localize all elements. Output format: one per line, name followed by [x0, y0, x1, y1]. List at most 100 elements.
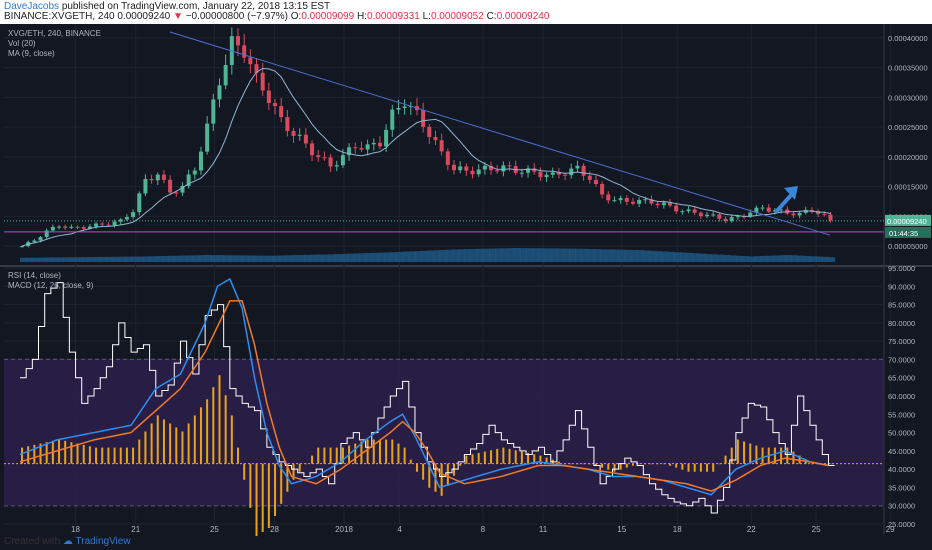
- indicator-lines: [19, 277, 835, 514]
- histogram-bar: [539, 455, 542, 464]
- author-link[interactable]: DaveJacobs: [4, 1, 60, 12]
- volume-bar: [482, 248, 490, 262]
- histogram-bar: [625, 463, 628, 468]
- volume-bar: [328, 254, 336, 262]
- histogram-bar: [212, 387, 215, 464]
- chart-canvas[interactable]: 0.00040000 0.00035000 0.00030000 0.00025000…: [0, 24, 932, 550]
- volume-bar: [198, 255, 206, 262]
- candle-body: [279, 106, 284, 118]
- volume-bar: [538, 248, 546, 262]
- footer-brand[interactable]: TradingView: [75, 536, 131, 547]
- volume-bar: [711, 254, 718, 262]
- candle-body: [131, 212, 136, 218]
- histogram-bar: [669, 463, 671, 466]
- volume-bar: [38, 257, 46, 262]
- histogram-bar: [70, 442, 73, 464]
- candle-body: [112, 221, 117, 226]
- volume-bar: [229, 255, 237, 262]
- candle-body: [692, 209, 697, 213]
- histogram-bar: [175, 427, 178, 464]
- candle-body: [334, 165, 339, 167]
- candle-body: [828, 214, 833, 221]
- candle-body: [347, 147, 352, 156]
- candle-body: [106, 224, 111, 226]
- candle-body: [310, 143, 315, 156]
- histogram-bar: [755, 445, 758, 464]
- candle-body: [649, 199, 654, 204]
- histogram-bar: [58, 439, 61, 464]
- volume-bar: [254, 255, 262, 262]
- candle-body: [155, 174, 160, 181]
- volume-bar: [347, 253, 354, 262]
- candle-body: [655, 203, 660, 206]
- volume-bar: [606, 249, 613, 262]
- candle-body: [396, 107, 401, 110]
- close-value: 0.00009240: [496, 11, 550, 22]
- volume-bar: [581, 248, 589, 262]
- ind-tick-label: 75.0000: [888, 337, 915, 346]
- candle-body: [316, 155, 321, 158]
- footer: Created with ☁ TradingView: [4, 536, 131, 547]
- time-tick-label: 22: [747, 525, 756, 534]
- histogram-bar: [582, 463, 585, 465]
- histogram-bar: [662, 463, 665, 465]
- histogram-bar: [292, 463, 295, 480]
- candle-body: [353, 147, 358, 149]
- candle-body: [192, 170, 197, 175]
- histogram-bar: [119, 447, 122, 464]
- histogram-bar: [39, 443, 42, 464]
- histogram-bar: [162, 419, 165, 464]
- price-tick-label: 0.00020000: [888, 153, 928, 162]
- volume-bar: [118, 256, 126, 262]
- candle-body: [340, 155, 345, 166]
- candle-body: [587, 175, 592, 180]
- volume-bar: [513, 248, 521, 262]
- volume-bar: [526, 248, 533, 262]
- macd-line: [19, 277, 829, 496]
- histogram-bar: [594, 463, 597, 466]
- candle-body: [563, 174, 568, 176]
- volume-bar: [661, 251, 669, 262]
- histogram-bar: [638, 463, 641, 465]
- histogram-bar: [199, 407, 202, 464]
- time-tick-label: 25: [812, 525, 821, 534]
- volume-bar: [507, 248, 515, 262]
- candle-body: [390, 109, 395, 130]
- candle-body: [180, 185, 185, 193]
- candle-body: [680, 211, 685, 213]
- candle-body: [556, 172, 561, 175]
- histogram-bar: [730, 447, 733, 464]
- symbol-label: BINANCE:XVGETH, 240: [4, 11, 115, 22]
- histogram-bar: [712, 463, 715, 472]
- volume-bar: [273, 255, 280, 262]
- histogram-bar: [724, 455, 727, 464]
- volume-bar: [285, 255, 293, 262]
- candle-body: [526, 168, 531, 173]
- histogram-bar: [82, 444, 85, 464]
- histogram-bar: [619, 463, 622, 470]
- candle-body: [544, 174, 549, 178]
- volume-bar: [353, 253, 360, 262]
- volume-bar: [476, 248, 484, 262]
- countdown-badge-bg: [885, 226, 931, 238]
- candle-body: [686, 209, 691, 212]
- candle-body: [822, 214, 827, 216]
- volume-bar: [316, 254, 323, 262]
- candle-body: [32, 240, 37, 243]
- time-tick-label: 4: [397, 525, 402, 534]
- candle-body: [371, 142, 376, 145]
- candle-body: [532, 168, 537, 172]
- candle-body: [519, 172, 524, 174]
- histogram-bar: [181, 431, 184, 464]
- candle-body: [322, 157, 327, 159]
- histogram-bar: [675, 463, 678, 468]
- volume-bar: [81, 257, 89, 262]
- volume-bar: [766, 255, 774, 262]
- price-legend-item: XVG/ETH, 240, BINANCE: [8, 29, 101, 38]
- candle-body: [569, 168, 574, 176]
- volume-bar: [735, 255, 743, 262]
- histogram-bar: [230, 415, 233, 464]
- histogram-bar: [385, 439, 388, 464]
- volume-bar: [143, 256, 151, 262]
- volume-bar: [470, 248, 478, 262]
